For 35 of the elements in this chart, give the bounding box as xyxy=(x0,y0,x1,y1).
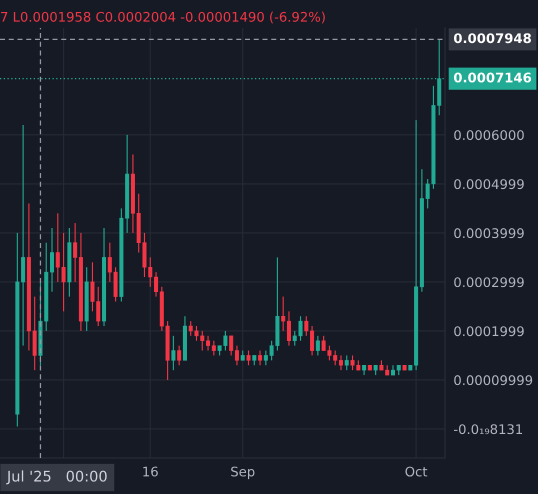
candlestick xyxy=(356,360,360,371)
candlestick xyxy=(223,330,228,352)
candlestick xyxy=(258,350,262,366)
candlestick xyxy=(171,335,176,371)
candlestick xyxy=(218,345,222,356)
candlestick xyxy=(240,350,245,361)
candlestick xyxy=(350,354,355,371)
y-tick-label: 0.0006000 xyxy=(454,130,524,140)
y-tick-label: 0.0003999 xyxy=(454,228,524,238)
ref-line-label: 0.0007948 xyxy=(454,33,531,44)
candlestick xyxy=(344,354,349,371)
y-tick-label: 0.0004999 xyxy=(454,179,524,190)
candlestick xyxy=(234,345,239,366)
y-tick-label: 0.0002999 xyxy=(454,277,524,288)
y-tick-label: 0.0001999 xyxy=(454,326,524,336)
x-tick-label: 16 xyxy=(143,466,158,477)
ref-line-label: 0.0007146 xyxy=(454,72,532,83)
ref-line-label: Jul '25 00:00 xyxy=(6,470,107,484)
candlestick xyxy=(316,335,320,356)
y-tick-label: 0.00009999 xyxy=(454,375,532,386)
candlestick xyxy=(362,364,366,376)
candlestick xyxy=(286,310,291,346)
x-tick-label: Sep xyxy=(231,466,254,480)
candlestick xyxy=(177,345,182,366)
candlestick xyxy=(322,335,326,352)
x-tick-label: Oct xyxy=(405,466,428,477)
candlestick xyxy=(246,350,251,366)
text: 7 L0.0001958 C0.0002004 -0.00001490 (-6.92%) xyxy=(1,12,325,24)
candlestick xyxy=(212,340,216,356)
y-tick-label: -0.0₁₉8131 xyxy=(454,424,522,434)
candlestick xyxy=(252,354,256,366)
candlestick xyxy=(229,335,234,356)
candlestick xyxy=(374,364,378,376)
candlestick xyxy=(281,296,286,332)
candlestick xyxy=(73,222,78,282)
